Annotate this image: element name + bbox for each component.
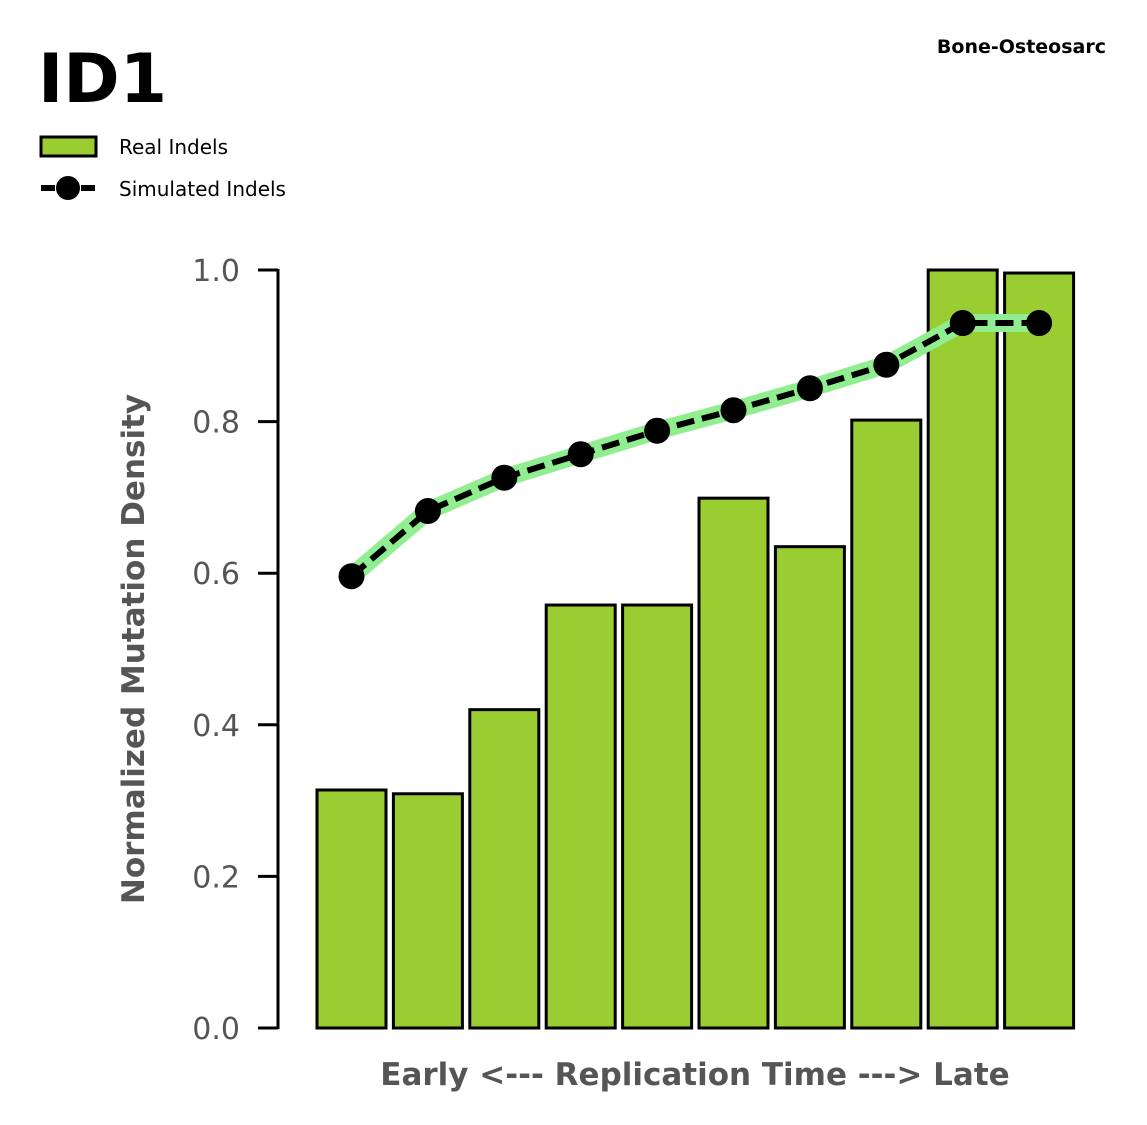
simulated-point xyxy=(414,498,441,525)
y-tick-label: 0.6 xyxy=(192,557,240,592)
y-tick-label: 0.2 xyxy=(192,860,240,895)
bar xyxy=(315,788,388,1030)
x-axis-label: Early <--- Replication Time ---> Late xyxy=(380,1057,1009,1093)
bars xyxy=(315,268,1076,1030)
simulated-point xyxy=(1026,310,1053,337)
simulated-point xyxy=(873,351,900,378)
bar xyxy=(773,545,846,1030)
simulated-line xyxy=(338,310,1053,590)
simulated-point xyxy=(644,417,671,444)
bar xyxy=(621,603,694,1030)
chart-title: ID1 xyxy=(38,40,167,119)
y-axis: 0.0 0.2 0.4 0.6 0.8 1.0 xyxy=(192,254,280,1047)
y-axis-label: Normalized Mutation Density xyxy=(116,394,152,904)
y-tick-label: 1.0 xyxy=(192,254,240,289)
simulated-point xyxy=(491,464,518,491)
simulated-dashed-line xyxy=(349,320,1040,579)
simulated-point xyxy=(567,441,594,468)
y-tick-label: 0.8 xyxy=(192,406,240,441)
bar xyxy=(544,603,617,1030)
bar xyxy=(468,708,541,1030)
y-tick-label: 0.4 xyxy=(192,709,240,744)
simulated-point xyxy=(796,375,823,402)
y-tick-label: 0.0 xyxy=(192,1012,240,1047)
bar xyxy=(1003,271,1076,1030)
bar xyxy=(697,496,770,1030)
bar xyxy=(391,792,464,1030)
legend: Real Indels Simulated Indels xyxy=(39,135,286,201)
legend-label-real: Real Indels xyxy=(119,135,228,159)
chart-subtitle: Bone-Osteosarc xyxy=(937,36,1106,58)
simulated-point xyxy=(949,310,976,337)
bar xyxy=(850,418,923,1030)
legend-label-simulated: Simulated Indels xyxy=(119,177,286,201)
legend-marker-simulated xyxy=(56,176,80,200)
simulated-point xyxy=(720,397,747,424)
legend-swatch-real xyxy=(39,135,98,158)
simulated-point xyxy=(338,563,365,590)
bar xyxy=(926,268,999,1030)
